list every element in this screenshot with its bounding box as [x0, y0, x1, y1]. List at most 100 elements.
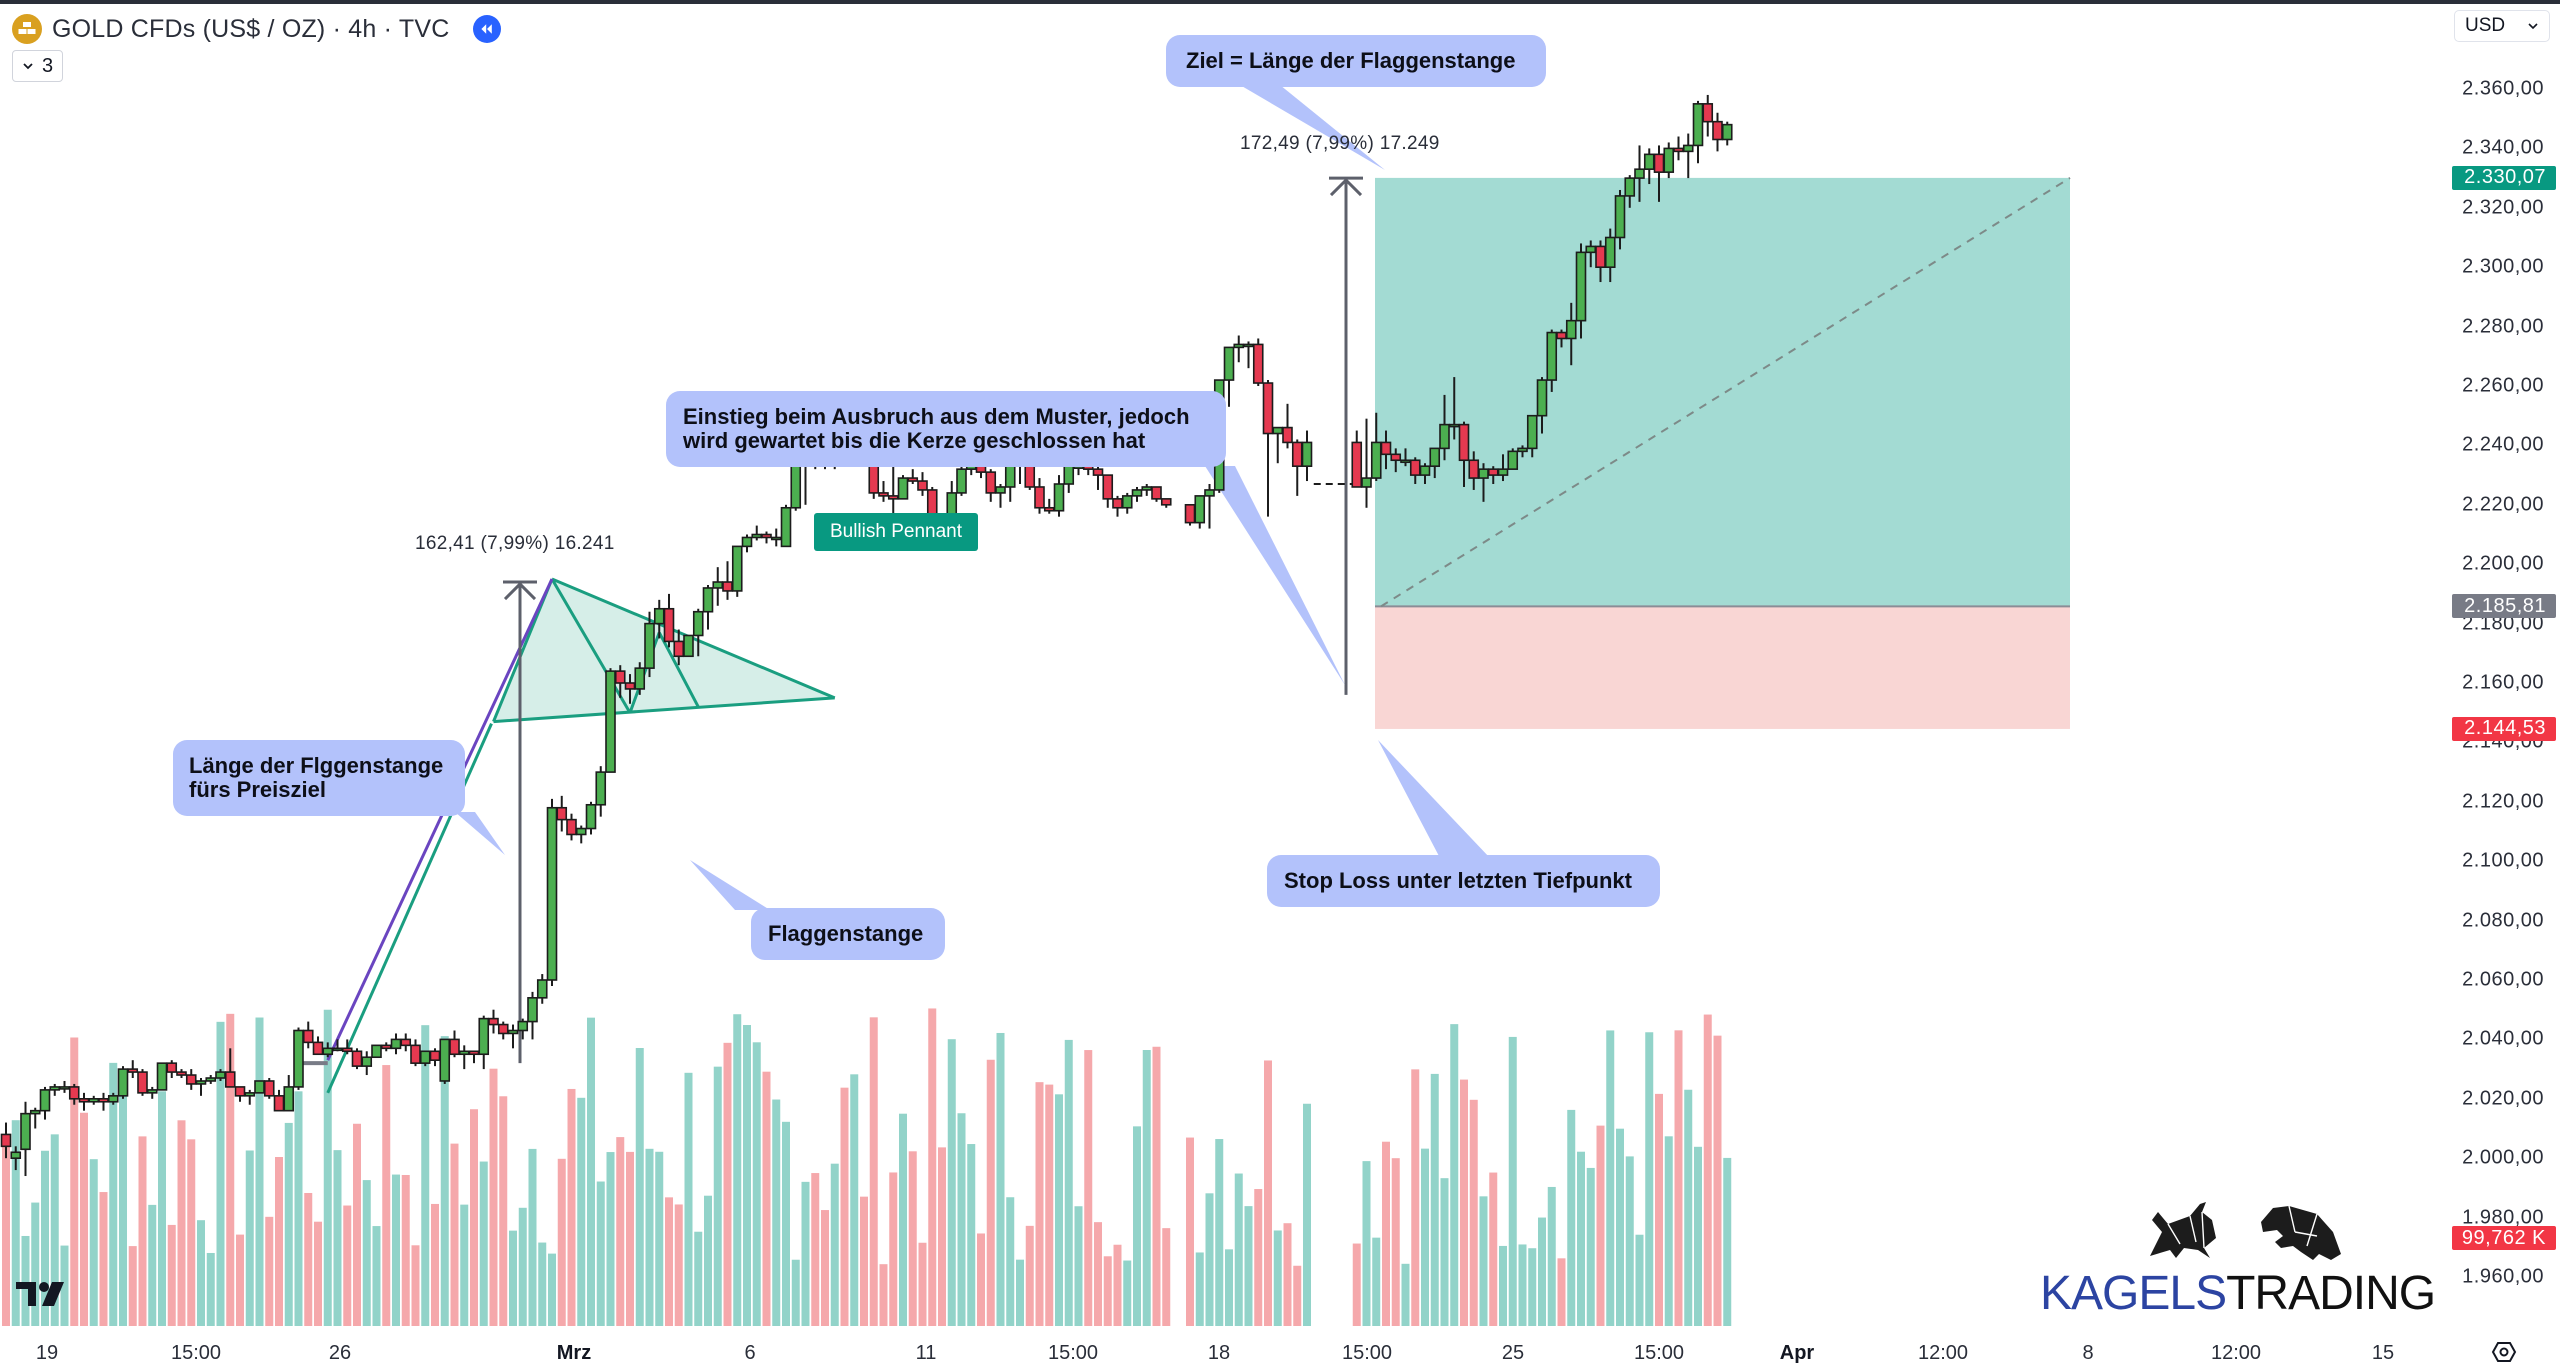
candle-body[interactable]	[1141, 486, 1153, 491]
pennant-line[interactable]	[550, 578, 632, 714]
candle-body[interactable]	[400, 1038, 412, 1047]
candle-body[interactable]	[117, 1068, 129, 1097]
candle-body[interactable]	[956, 468, 967, 494]
candle-body[interactable]	[1121, 495, 1133, 509]
candle-body[interactable]	[1517, 447, 1528, 453]
candle-body[interactable]	[1653, 153, 1665, 173]
candle-body[interactable]	[712, 581, 724, 589]
candle-body[interactable]	[1092, 468, 1104, 476]
candle-body[interactable]	[439, 1038, 451, 1082]
candle-body[interactable]	[1497, 468, 1509, 476]
candle-body[interactable]	[761, 533, 772, 539]
candle-body[interactable]	[341, 1047, 353, 1053]
candle-body[interactable]	[497, 1023, 509, 1035]
candle-body[interactable]	[166, 1062, 178, 1073]
candle-body[interactable]	[429, 1050, 441, 1061]
candle-body[interactable]	[741, 536, 753, 548]
candle-body[interactable]	[1585, 245, 1597, 254]
candle-body[interactable]	[224, 1071, 236, 1088]
candle-body[interactable]	[897, 477, 909, 500]
replay-rewind-button[interactable]	[473, 15, 502, 43]
candle-body[interactable]	[1131, 489, 1143, 497]
candle-body[interactable]	[49, 1086, 61, 1091]
candle-body[interactable]	[449, 1038, 460, 1056]
indicators-collapse-button[interactable]: 3	[12, 50, 64, 82]
candle-body[interactable]	[1595, 245, 1606, 269]
candle-body[interactable]	[273, 1095, 285, 1112]
candle-body[interactable]	[156, 1062, 168, 1091]
bullish-pennant-label[interactable]: Bullish Pennant	[814, 513, 978, 551]
candle-body[interactable]	[1419, 465, 1431, 476]
candle-body[interactable]	[107, 1095, 119, 1103]
candle-body[interactable]	[1053, 483, 1065, 512]
symbol-title[interactable]: GOLD CFDs (US$ / OZ) · 4h · TVC	[52, 14, 450, 43]
candle-body[interactable]	[1575, 251, 1587, 322]
chart-canvas[interactable]	[0, 0, 2440, 1334]
candle-body[interactable]	[751, 533, 763, 539]
candle-body[interactable]	[1536, 379, 1548, 417]
candle-body[interactable]	[1184, 503, 1196, 524]
candle-body[interactable]	[371, 1044, 382, 1059]
candle-body[interactable]	[887, 495, 899, 500]
candle-body[interactable]	[1390, 453, 1402, 462]
candle-body[interactable]	[332, 1047, 343, 1052]
candle-body[interactable]	[624, 682, 636, 690]
candle-body[interactable]	[1272, 426, 1284, 435]
candle-body[interactable]	[1223, 346, 1235, 381]
candle-body[interactable]	[478, 1017, 490, 1056]
candle-body[interactable]	[507, 1029, 519, 1035]
candle-body[interactable]	[1351, 441, 1363, 488]
candle-body[interactable]	[1712, 120, 1723, 141]
candle-body[interactable]	[517, 1020, 529, 1032]
candle-body[interactable]	[146, 1089, 158, 1094]
candle-body[interactable]	[20, 1112, 31, 1151]
candle-body[interactable]	[546, 806, 558, 981]
candle-body[interactable]	[1721, 123, 1733, 141]
candle-body[interactable]	[1692, 103, 1704, 147]
candle-body[interactable]	[127, 1068, 139, 1073]
candle-body[interactable]	[1439, 423, 1450, 450]
candle-body[interactable]	[244, 1092, 256, 1097]
candle-body[interactable]	[312, 1041, 324, 1056]
candle-body[interactable]	[1624, 177, 1636, 197]
candle-body[interactable]	[1301, 441, 1313, 467]
candle-body[interactable]	[351, 1050, 363, 1067]
candle-body[interactable]	[1204, 489, 1215, 497]
candle-body[interactable]	[1160, 498, 1172, 506]
candle-body[interactable]	[410, 1044, 421, 1064]
tradingview-logo-icon[interactable]	[14, 1280, 66, 1308]
candle-body[interactable]	[1526, 414, 1538, 450]
stop-zone[interactable]	[1375, 606, 2070, 729]
candle-body[interactable]	[1243, 343, 1254, 348]
target-zone[interactable]	[1375, 177, 2070, 607]
candle-body[interactable]	[1252, 343, 1264, 384]
candle-body[interactable]	[527, 997, 538, 1023]
candle-body[interactable]	[722, 581, 733, 592]
candle-body[interactable]	[1702, 103, 1714, 123]
candle-body[interactable]	[683, 634, 694, 658]
candle-body[interactable]	[917, 480, 928, 491]
candle-body[interactable]	[1448, 423, 1460, 428]
pennant-line[interactable]	[493, 696, 835, 724]
candle-body[interactable]	[380, 1044, 392, 1050]
candle-body[interactable]	[1043, 506, 1055, 512]
candle-body[interactable]	[1682, 144, 1694, 153]
candle-body[interactable]	[215, 1071, 226, 1079]
candle-body[interactable]	[634, 667, 646, 690]
candle-body[interactable]	[605, 670, 616, 773]
candle-body[interactable]	[1151, 486, 1162, 500]
currency-select[interactable]: USD	[2454, 10, 2550, 42]
candle-body[interactable]	[1409, 459, 1421, 476]
candle-body[interactable]	[468, 1050, 480, 1056]
candle-body[interactable]	[263, 1080, 275, 1097]
candle-body[interactable]	[614, 670, 626, 684]
callout-target[interactable]: Ziel = Länge der Flaggenstange	[1166, 35, 1546, 87]
callout-pole-length[interactable]: Länge der Flggenstange fürs Preisziel	[173, 740, 465, 816]
candle-body[interactable]	[176, 1071, 187, 1076]
candle-body[interactable]	[556, 806, 568, 821]
candle-body[interactable]	[1643, 153, 1655, 170]
candle-body[interactable]	[1663, 147, 1675, 173]
candle-body[interactable]	[39, 1089, 51, 1112]
candle-body[interactable]	[1361, 477, 1372, 488]
candle-body[interactable]	[878, 492, 889, 497]
